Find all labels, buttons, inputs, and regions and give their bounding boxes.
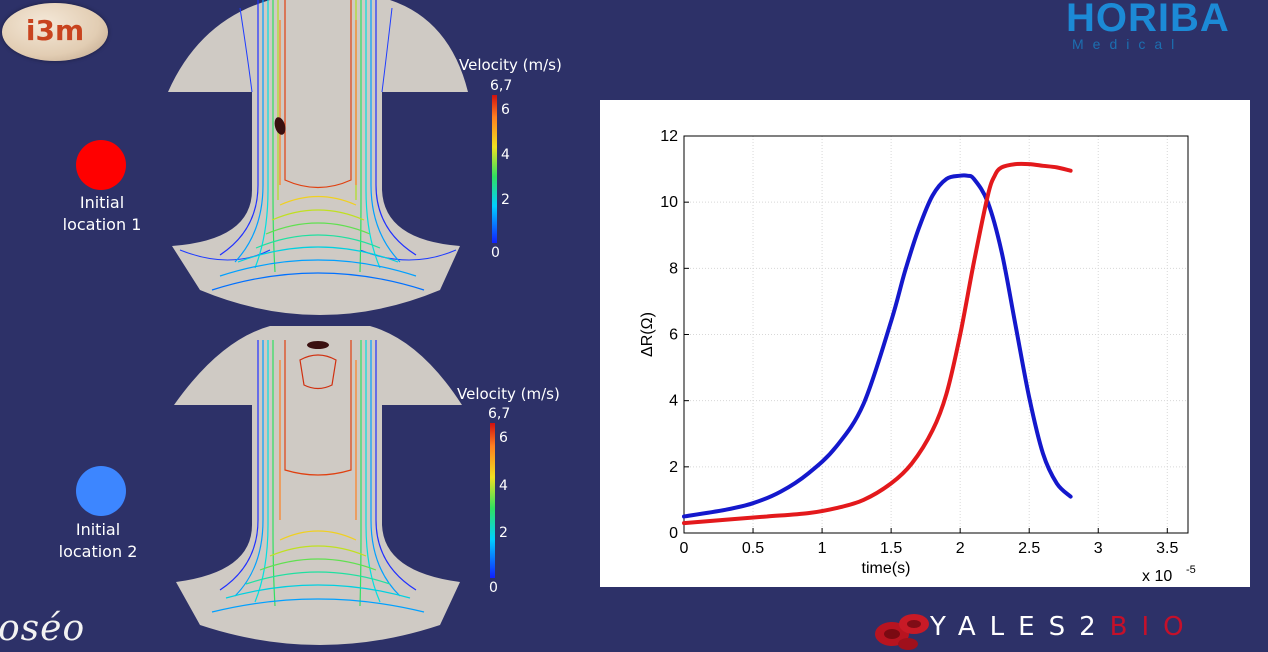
- chart-x-tick-label: 3.5: [1156, 540, 1178, 557]
- chart-x-multiplier-label: x 10: [1142, 568, 1172, 585]
- colorbar-1-max-label: 6,7: [490, 78, 513, 94]
- colorbar-2-tick: 0: [489, 580, 498, 596]
- location-1-marker: [76, 140, 126, 190]
- chart-y-tick-label: 8: [669, 260, 678, 277]
- yales2bio-logo-main: YALES2: [930, 612, 1110, 642]
- chart-y-tick-label: 4: [669, 393, 678, 410]
- chart-x-axis-label: time(s): [862, 560, 911, 577]
- colorbar-1-title: Velocity (m/s): [459, 56, 562, 74]
- chart-x-tick-label: 0.5: [742, 540, 764, 557]
- chart-x-tick-label: 1: [818, 540, 827, 557]
- chart-y-tick-label: 12: [660, 128, 678, 145]
- colorbar-2-title: Velocity (m/s): [457, 385, 560, 403]
- colorbar-1-tick: 2: [501, 192, 510, 208]
- horiba-logo-subtitle: Medical: [1072, 36, 1184, 52]
- location-2-marker: [76, 466, 126, 516]
- chart-y-tick-label: 10: [660, 194, 678, 211]
- view-1: [168, 0, 468, 315]
- location-1-label-line1: Initial: [79, 193, 125, 212]
- chart-x-tick-label: 2.5: [1018, 540, 1040, 557]
- chart-x-tick-label: 0: [680, 540, 689, 557]
- chart-y-tick-label: 0: [669, 525, 678, 542]
- resistance-chart: 0 0.5 1 1.5 2 2.5 3 3.5 0 2 4 6 8 10 12 time(s) ΔR(Ω) x 1…: [639, 128, 1196, 585]
- chart-series-line-1: [682, 173, 1073, 519]
- resistance-chart-panel: 0 0.5 1 1.5 2 2.5 3 3.5 0 2 4 6 8 10 12 time(s) ΔR(Ω) x 1…: [600, 100, 1250, 587]
- chart-y-tick-label: 6: [669, 327, 678, 344]
- location-2-label-line2: location 2: [58, 542, 138, 561]
- chart-x-tick-label: 3: [1094, 540, 1103, 557]
- oseo-logo: oséo: [0, 608, 86, 649]
- location-1-label: Initial location 1: [47, 192, 157, 236]
- horiba-logo: HORIBA: [1066, 0, 1230, 40]
- colorbar-1-gradient: [492, 95, 497, 243]
- colorbar-1-tick: 4: [501, 147, 510, 163]
- colorbar-2-tick: 6: [499, 430, 508, 446]
- location-2-label-line1: Initial: [75, 520, 121, 539]
- chart-y-tick-label: 2: [669, 459, 678, 476]
- chart-x-tick-label: 2: [956, 540, 965, 557]
- colorbar-1-tick: 0: [491, 245, 500, 261]
- colorbar-2-tick: 4: [499, 478, 508, 494]
- colorbar-1-tick: 6: [501, 102, 510, 118]
- yales2bio-logo: YALES2BIO: [930, 612, 1198, 642]
- chart-y-axis-label: ΔR(Ω): [639, 312, 656, 357]
- colorbar-2-gradient: [490, 423, 495, 578]
- chart-series-line-2: [682, 161, 1073, 526]
- colorbar-2-max-label: 6,7: [488, 406, 511, 422]
- location-2-label: Initial location 2: [43, 519, 153, 563]
- chart-x-multiplier-exponent: -5: [1186, 564, 1196, 576]
- i3m-logo-text: i3m: [25, 14, 85, 47]
- chart-x-tick-label: 1.5: [880, 540, 902, 557]
- colorbar-2-tick: 2: [499, 525, 508, 541]
- velocity-contour-views: [168, 0, 468, 645]
- view-2: [174, 326, 462, 645]
- location-1-label-line2: location 1: [62, 215, 142, 234]
- yales2bio-logo-bio: BIO: [1109, 612, 1198, 642]
- chart-axes-box: [683, 135, 1189, 534]
- red-blood-cells-icon: [875, 614, 929, 650]
- i3m-logo: i3m: [2, 3, 108, 61]
